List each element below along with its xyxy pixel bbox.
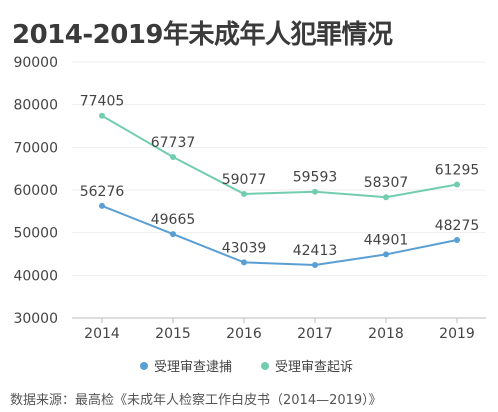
data-label: 77405 — [80, 94, 125, 110]
x-tick-label: 2016 — [226, 326, 262, 342]
x-tick-label: 2018 — [368, 326, 404, 342]
data-point — [383, 194, 389, 201]
series-group: 56276 49665 43039 42413 44901 48275 77405 67737… — [80, 94, 480, 269]
source-note: 数据来源：最高检《未成年人检察工作白皮书（2014—2019）》 — [10, 393, 382, 408]
data-point — [454, 237, 460, 244]
series-1: 56276 49665 43039 42413 44901 48275 — [80, 184, 480, 269]
data-point — [99, 112, 105, 119]
legend: 受理审查逮捕 受理审查起诉 — [140, 359, 353, 375]
data-point — [454, 181, 460, 188]
data-point — [241, 259, 247, 266]
legend-label: 受理审查起诉 — [275, 360, 353, 375]
y-tick-label: 60000 — [13, 183, 58, 199]
y-axis: 30000 40000 50000 60000 70000 80000 90000 — [13, 55, 58, 327]
y-tick-label: 50000 — [13, 226, 58, 242]
data-label: 43039 — [222, 240, 267, 256]
data-label: 67737 — [151, 135, 196, 151]
legend-label: 受理审查逮捕 — [154, 359, 232, 375]
data-label: 44901 — [364, 232, 409, 248]
legend-item: 受理审查逮捕 — [140, 359, 232, 375]
y-tick-label: 80000 — [13, 98, 58, 114]
x-tick-label: 2014 — [84, 326, 120, 342]
y-tick-label: 90000 — [13, 55, 58, 71]
legend-swatch — [140, 362, 148, 370]
legend-swatch — [261, 362, 269, 370]
legend-item: 受理审查起诉 — [261, 360, 353, 375]
x-tick-label: 2017 — [297, 326, 333, 342]
data-label: 42413 — [293, 243, 338, 259]
data-label: 61295 — [435, 162, 480, 178]
data-point — [99, 202, 105, 209]
y-tick-label: 70000 — [13, 140, 58, 156]
x-axis: 2014 2015 2016 2017 2018 2019 — [72, 317, 486, 342]
data-label: 59077 — [222, 172, 267, 188]
chart-title: 2014-2019年未成年人犯罪情况 — [12, 20, 393, 50]
y-tick-label: 40000 — [13, 268, 58, 284]
data-label: 58307 — [364, 175, 409, 191]
series-line — [101, 204, 458, 267]
data-label: 48275 — [435, 218, 480, 234]
series-2: 77405 67737 59077 59593 58307 61295 — [80, 94, 480, 201]
x-tick-label: 2019 — [439, 326, 475, 342]
data-point — [383, 251, 389, 258]
grid-lines — [72, 61, 486, 276]
data-label: 49665 — [151, 212, 196, 228]
data-point — [312, 188, 318, 195]
data-label: 59593 — [293, 170, 338, 186]
x-tick-label: 2015 — [155, 326, 191, 342]
series-line — [101, 114, 458, 199]
data-point — [170, 231, 176, 238]
data-point — [312, 262, 318, 269]
y-tick-label: 30000 — [13, 311, 58, 327]
data-point — [241, 190, 247, 197]
data-label: 56276 — [80, 184, 125, 200]
data-point — [170, 153, 176, 160]
